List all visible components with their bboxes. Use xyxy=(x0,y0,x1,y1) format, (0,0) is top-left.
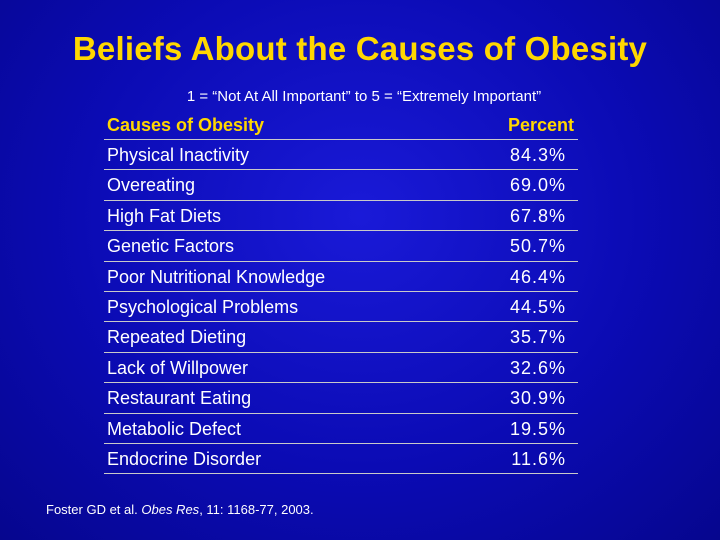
citation-authors: Foster GD et al. xyxy=(46,502,138,517)
cause-label: Endocrine Disorder xyxy=(107,448,262,469)
cause-label: Metabolic Defect xyxy=(107,418,242,439)
percent-value: 46.4% xyxy=(509,266,566,287)
citation-journal: Obes Res xyxy=(141,502,200,517)
percent-value: 32.6% xyxy=(509,357,566,378)
table-row: Poor Nutritional Knowledge 46.4% xyxy=(104,262,578,292)
percent-value: 84.3% xyxy=(509,145,566,165)
table-row: Restaurant Eating 30.9% xyxy=(104,383,578,414)
percent-value: 67.8% xyxy=(509,205,566,226)
cause-label: Psychological Problems xyxy=(107,296,299,317)
percent-value: 69.0% xyxy=(509,175,566,196)
percent-value: 30.9% xyxy=(509,388,566,409)
table-header: Causes of Obesity Percent xyxy=(104,113,578,140)
table-row: Genetic Factors 50.7% xyxy=(104,231,578,262)
table-row: Psychological Problems 44.5% xyxy=(104,292,578,323)
cause-label: High Fat Diets xyxy=(107,205,222,226)
citation-details: , 11: 1168-77, 2003. xyxy=(199,502,314,517)
column-header-causes: Causes of Obesity xyxy=(107,115,265,135)
column-header-percent: Percent xyxy=(507,115,574,135)
table-body: Physical Inactivity 84.3% Overeating 69.0% H… xyxy=(104,140,578,475)
cause-label: Genetic Factors xyxy=(107,236,235,257)
cause-label: Physical Inactivity xyxy=(107,145,250,165)
table-row: Metabolic Defect 19.5% xyxy=(104,414,578,444)
percent-value: 44.5% xyxy=(509,296,566,317)
slide-title: Beliefs About the Causes of Obesity xyxy=(72,30,648,67)
cause-label: Lack of Willpower xyxy=(107,357,249,378)
percent-value: 11.6% xyxy=(511,448,566,469)
cause-label: Poor Nutritional Knowledge xyxy=(107,266,326,287)
table-row: High Fat Diets 67.8% xyxy=(104,201,578,232)
percent-value: 50.7% xyxy=(509,236,566,257)
citation: Foster GD et al. Obes Res, 11: 1168-77, … xyxy=(46,502,314,517)
table-row: Overeating 69.0% xyxy=(104,170,578,201)
percent-value: 35.7% xyxy=(509,327,566,348)
cause-label: Overeating xyxy=(107,175,196,196)
table-row: Physical Inactivity 84.3% xyxy=(104,140,578,171)
cause-label: Restaurant Eating xyxy=(107,388,252,409)
table-row: Repeated Dieting 35.7% xyxy=(104,322,578,353)
cause-label: Repeated Dieting xyxy=(107,327,247,348)
table-row: Lack of Willpower 32.6% xyxy=(104,353,578,384)
scale-subtitle: 1 = “Not At All Important” to 5 = “Extre… xyxy=(186,88,542,105)
table-row: Endocrine Disorder 11.6% xyxy=(104,444,578,475)
percent-value: 19.5% xyxy=(509,418,566,439)
